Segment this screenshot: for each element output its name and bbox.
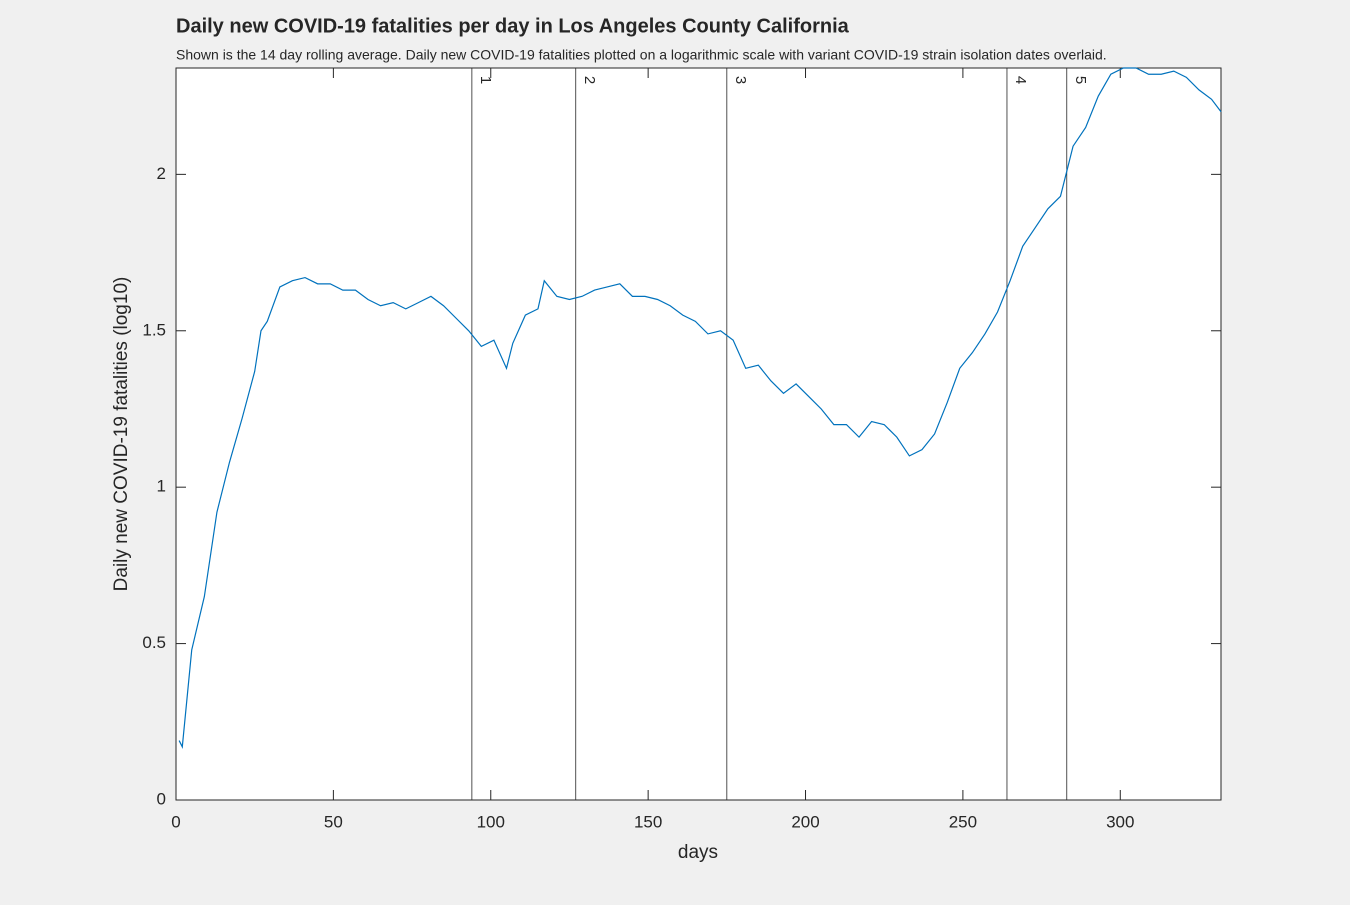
x-tick-label: 100 bbox=[477, 812, 505, 831]
x-tick-label: 250 bbox=[949, 812, 977, 831]
x-tick-label: 200 bbox=[791, 812, 819, 831]
data-line bbox=[178, 67, 1222, 749]
x-tick-label: 300 bbox=[1106, 812, 1134, 831]
x-tick-label: 50 bbox=[324, 812, 343, 831]
variant-label: 5 bbox=[1072, 76, 1089, 84]
y-axis-label: Daily new COVID-19 fatalities (log10) bbox=[111, 277, 132, 592]
x-tick-label: 150 bbox=[634, 812, 662, 831]
y-tick-label: 1 bbox=[157, 477, 166, 496]
variant-label: 2 bbox=[581, 76, 598, 84]
y-tick-label: 0.5 bbox=[142, 633, 166, 652]
plot-area bbox=[175, 67, 1222, 801]
y-tick-label: 2 bbox=[157, 164, 166, 183]
variant-label: 3 bbox=[732, 76, 749, 84]
x-axis-label: days bbox=[678, 842, 718, 863]
x-tick-label: 0 bbox=[171, 812, 180, 831]
chart-title: Daily new COVID-19 fatalities per day in… bbox=[176, 15, 850, 37]
y-tick-label: 0 bbox=[157, 789, 166, 808]
variant-label: 1 bbox=[477, 76, 494, 84]
variant-label: 4 bbox=[1012, 76, 1029, 84]
chart-subtitle: Shown is the 14 day rolling average. Dai… bbox=[176, 47, 1107, 63]
y-tick-label: 1.5 bbox=[142, 320, 166, 339]
